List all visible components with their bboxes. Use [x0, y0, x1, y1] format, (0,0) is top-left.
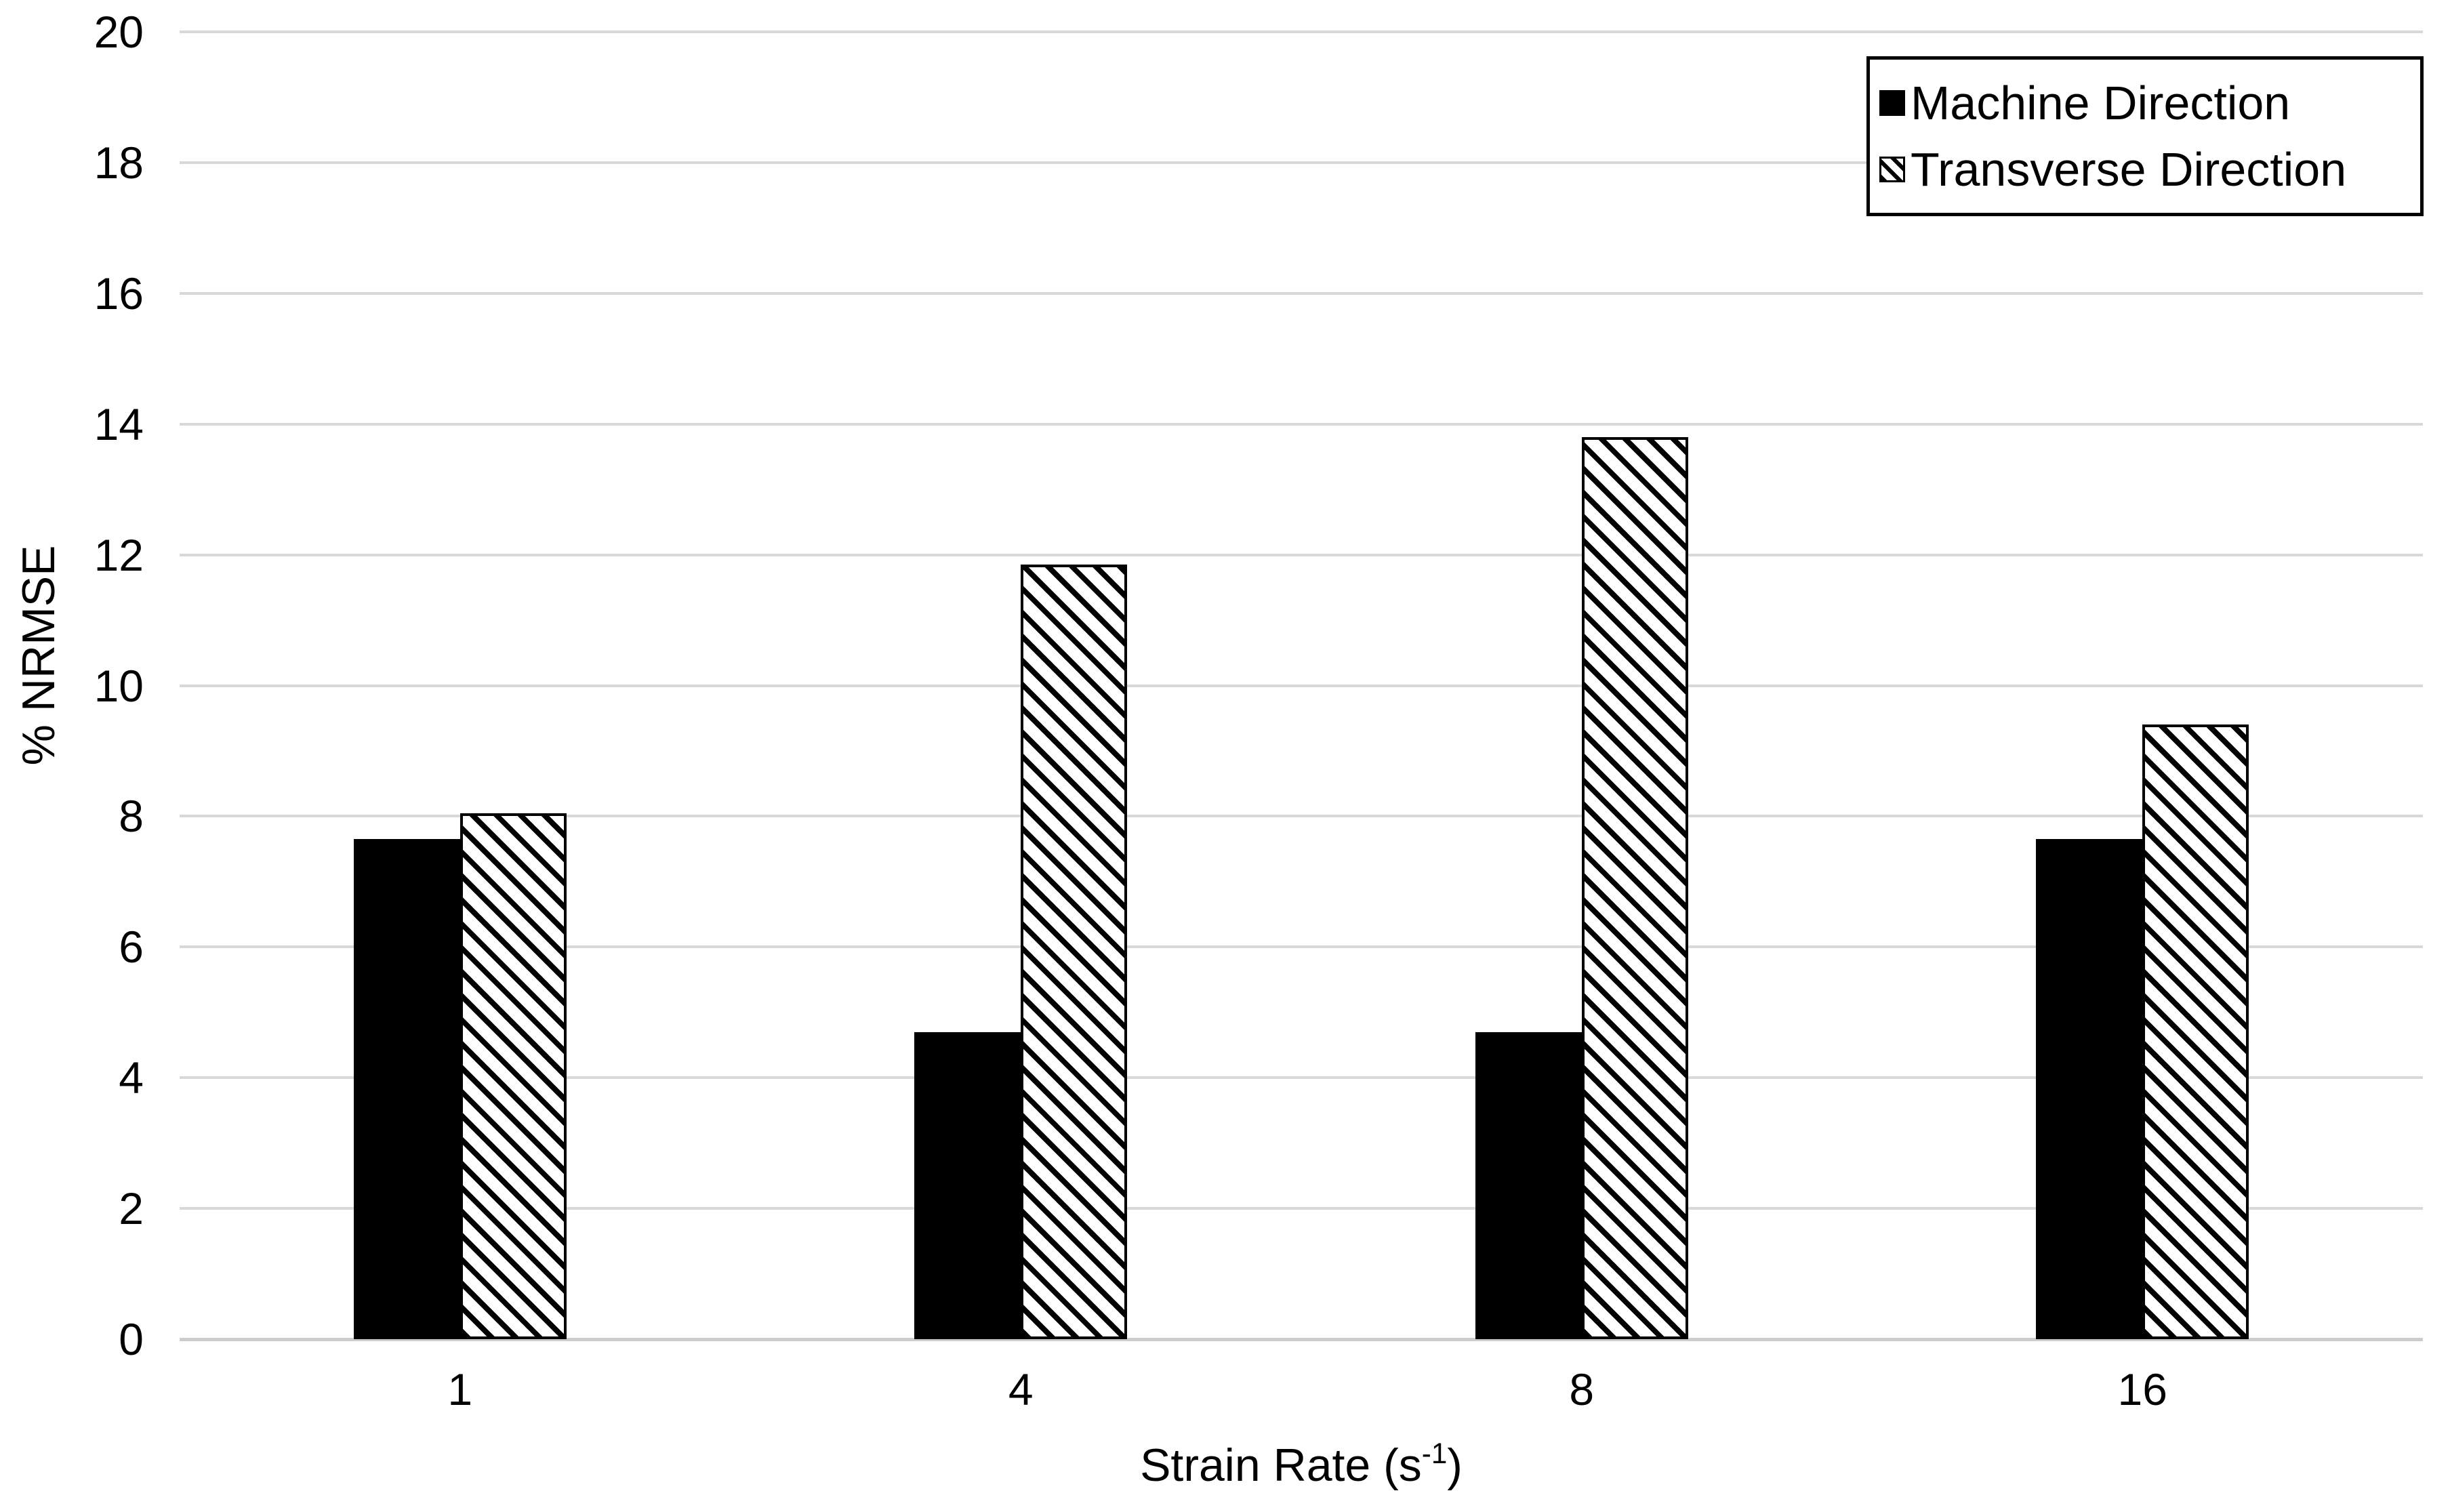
gridline-y-12	[180, 554, 2423, 556]
y-tick-label: 12	[94, 530, 144, 580]
legend-label: Transverse Direction	[1911, 143, 2347, 197]
x-axis-title-superscript: -1	[1421, 1437, 1448, 1470]
gridline-y-20	[180, 30, 2423, 33]
y-tick-label: 4	[119, 1053, 144, 1103]
x-axis-title-suffix: )	[1447, 1439, 1463, 1491]
bar-machine-direction-4	[914, 1032, 1021, 1339]
bar-group-8	[1301, 32, 1862, 1339]
bar-groups	[180, 32, 2423, 1339]
y-tick-label: 16	[94, 268, 144, 319]
bar-transverse-direction-1	[460, 813, 567, 1339]
y-tick-label: 6	[119, 922, 144, 972]
legend-item-transverse-direction: Transverse Direction	[1879, 146, 2420, 193]
x-axis-tick-labels: 1 4 8 16	[180, 1364, 2423, 1418]
gridline-y-6	[180, 945, 2423, 948]
bar-transverse-direction-16	[2142, 724, 2249, 1339]
plot-area	[180, 30, 2423, 1341]
x-tick-label-16: 16	[2117, 1364, 2167, 1414]
y-tick-label: 14	[94, 399, 144, 449]
gridline-y-16	[180, 292, 2423, 295]
y-tick-label: 10	[94, 661, 144, 711]
legend-label: Machine Direction	[1911, 76, 2291, 129]
gridline-y-10	[180, 685, 2423, 687]
y-tick-label: 2	[119, 1183, 144, 1233]
y-tick-label: 8	[119, 791, 144, 841]
gridline-y-14	[180, 423, 2423, 426]
bar-machine-direction-1	[353, 839, 460, 1339]
x-tick-label-4: 4	[1008, 1364, 1034, 1414]
gridline-y-4	[180, 1076, 2423, 1079]
gridline-y-18	[180, 161, 2423, 164]
y-axis-tick-labels: 0 2 4 6 8 10 12 14 16 18 20	[0, 8, 144, 1363]
solid-black-swatch-icon	[1879, 89, 1905, 116]
gridline-y-2	[180, 1207, 2423, 1210]
bar-machine-direction-8	[1475, 1032, 1582, 1339]
x-tick-label-8: 8	[1569, 1364, 1595, 1414]
bar-transverse-direction-4	[1021, 565, 1128, 1339]
legend: Machine Direction Transverse Direction	[1866, 56, 2424, 216]
bar-group-16	[1862, 32, 2424, 1339]
bar-group-4	[741, 32, 1302, 1339]
gridline-y-0	[180, 1338, 2423, 1341]
bar-machine-direction-16	[2036, 839, 2143, 1339]
hatched-swatch-icon	[1879, 157, 1905, 183]
x-tick-label-1: 1	[447, 1364, 473, 1414]
gridline-y-8	[180, 815, 2423, 817]
y-tick-label: 0	[119, 1314, 144, 1364]
x-axis-title-text: Strain Rate (s	[1140, 1439, 1422, 1491]
bar-transverse-direction-8	[1581, 437, 1688, 1339]
x-axis-title: Strain Rate (s-1)	[180, 1438, 2423, 1492]
y-tick-label: 20	[94, 7, 144, 57]
legend-item-machine-direction: Machine Direction	[1879, 79, 2420, 127]
y-tick-label: 18	[94, 138, 144, 188]
bar-group-1	[180, 32, 741, 1339]
